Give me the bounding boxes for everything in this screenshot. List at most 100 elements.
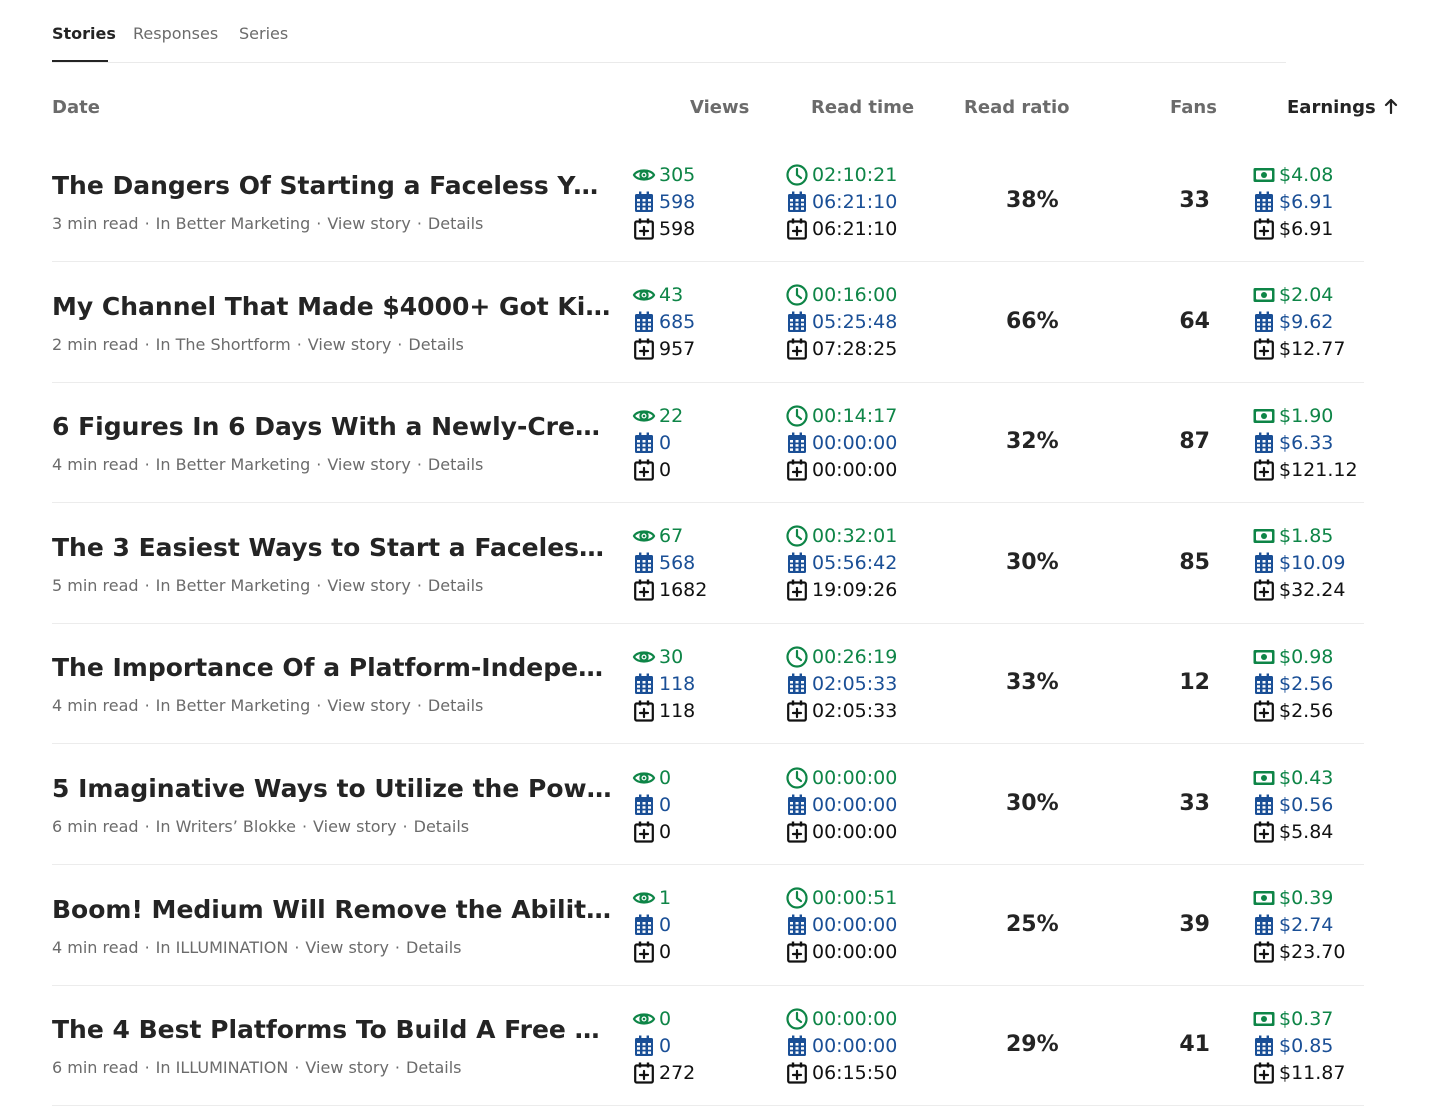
publication-link[interactable]: In Better Marketing <box>155 214 311 233</box>
clock-icon <box>786 887 808 909</box>
column-header-views[interactable]: Views <box>690 97 750 118</box>
tab-responses[interactable]: Responses <box>133 24 219 43</box>
earnings-period-value: $2.56 <box>1279 672 1334 695</box>
fans-value: 85 <box>1179 549 1210 575</box>
table-row: My Channel That Made $4000+ Got Kicked O… <box>52 262 1364 383</box>
story-title[interactable]: Boom! Medium Will Remove the Ability to … <box>52 894 612 924</box>
column-header-read-ratio[interactable]: Read ratio <box>964 97 1070 118</box>
view-story-link[interactable]: View story <box>305 1058 389 1078</box>
view-story-link[interactable]: View story <box>327 455 411 475</box>
publication-link[interactable]: In The Shortform <box>155 334 291 354</box>
details-link[interactable]: Details <box>427 214 484 233</box>
views-cell: 305 598 598 <box>632 161 695 242</box>
column-header-earnings[interactable]: Earnings <box>1287 97 1398 118</box>
read-time-cell: 02:10:21 06:21:10 06:21:10 <box>785 161 897 242</box>
view-story-link[interactable]: View story <box>327 696 411 716</box>
read-time-label: 4 min read <box>52 937 139 957</box>
earnings-total: $6.91 <box>1252 215 1333 242</box>
read-time-today-value: 00:26:19 <box>812 645 898 668</box>
view-story-link[interactable]: View story <box>307 334 392 354</box>
fans-value: 41 <box>1179 1032 1210 1058</box>
publication-link[interactable]: In ILLUMINATION <box>155 1058 289 1078</box>
details-link[interactable]: Details <box>406 937 462 957</box>
earnings-period-value: $6.91 <box>1279 190 1334 213</box>
clock-icon <box>786 766 808 789</box>
publication-link[interactable]: In ILLUMINATION <box>155 937 289 957</box>
tab-series[interactable]: Series <box>239 24 289 43</box>
separator-dot: · <box>144 1058 150 1078</box>
separator-dot: · <box>144 334 150 354</box>
read-ratio-value: 33% <box>1006 670 1059 696</box>
details-link[interactable]: Details <box>427 696 484 716</box>
calendar-grid-icon <box>635 191 653 212</box>
views-today-value: 1 <box>659 887 672 910</box>
earnings-total: $2.56 <box>1252 697 1333 724</box>
story-title[interactable]: The Dangers Of Starting a Faceless YouTu… <box>52 171 612 200</box>
separator-dot: · <box>144 455 150 475</box>
column-header-read-time[interactable]: Read time <box>811 97 915 118</box>
tab-stories[interactable]: Stories <box>52 24 116 43</box>
views-today-value: 22 <box>659 404 684 427</box>
earnings-today-value: $0.98 <box>1279 645 1334 668</box>
earnings-today: $4.08 <box>1252 161 1333 188</box>
story-title[interactable]: My Channel That Made $4000+ Got Kicked O… <box>52 291 612 321</box>
separator-dot: · <box>316 455 322 475</box>
earnings-total-value: $2.56 <box>1279 699 1334 722</box>
publication-link[interactable]: In Writers’ Blokke <box>155 817 296 836</box>
details-link[interactable]: Details <box>427 575 484 595</box>
story-title[interactable]: The Importance Of a Platform-Independent… <box>52 653 612 683</box>
read-time-period-value: 00:00:00 <box>812 793 898 816</box>
read-ratio-value: 30% <box>1006 791 1059 816</box>
views-total: 1682 <box>632 577 707 604</box>
views-period: 0 <box>632 429 683 456</box>
fans-value: 33 <box>1179 791 1210 816</box>
calendar-grid-icon <box>635 311 653 333</box>
earnings-total: $23.70 <box>1252 939 1345 966</box>
publication-link[interactable]: In Better Marketing <box>155 455 311 475</box>
read-time-today: 00:26:19 <box>785 643 897 670</box>
earnings-total: $12.77 <box>1252 336 1345 363</box>
read-time-today: 00:14:17 <box>785 402 897 429</box>
eye-icon <box>632 651 656 663</box>
read-time-cell: 00:00:00 00:00:00 00:00:00 <box>785 764 897 845</box>
read-time-label: 6 min read <box>52 817 139 836</box>
read-time-period: 06:21:10 <box>785 188 897 215</box>
read-time-today-value: 00:16:00 <box>812 284 898 307</box>
story-meta: 4 min read · In Better Marketing · View stor… <box>52 696 483 715</box>
view-story-link[interactable]: View story <box>305 937 389 957</box>
earnings-today: $0.98 <box>1252 643 1333 670</box>
story-meta: 4 min read · In Better Marketing · View stor… <box>52 455 483 474</box>
publication-link[interactable]: In Better Marketing <box>155 575 311 595</box>
details-link[interactable]: Details <box>413 817 470 836</box>
story-title[interactable]: The 3 Easiest Ways to Start a Faceless Y… <box>52 532 612 562</box>
earnings-period: $6.91 <box>1252 188 1333 215</box>
calendar-plus-icon <box>1254 821 1274 843</box>
story-title[interactable]: 5 Imaginative Ways to Utilize the Power … <box>52 774 612 803</box>
calendar-plus-icon <box>1254 1062 1274 1084</box>
details-link[interactable]: Details <box>427 455 484 475</box>
read-time-today-value: 00:00:00 <box>812 766 898 789</box>
calendar-plus-icon <box>634 579 654 601</box>
earnings-period-value: $9.62 <box>1279 311 1334 334</box>
views-period: 598 <box>632 188 695 215</box>
read-time-period-value: 00:00:00 <box>812 431 898 454</box>
column-header-date[interactable]: Date <box>52 97 100 118</box>
earnings-today: $0.37 <box>1252 1005 1345 1032</box>
views-cell: 30 118 118 <box>632 643 695 724</box>
earnings-cell: $1.85 $10.09 $32.24 <box>1252 523 1345 604</box>
column-header-fans[interactable]: Fans <box>1170 97 1217 118</box>
earnings-today-value: $1.85 <box>1279 525 1334 548</box>
calendar-grid-icon <box>1255 1035 1273 1056</box>
story-title[interactable]: 6 Figures In 6 Days With a Newly-Created… <box>52 412 612 442</box>
publication-link[interactable]: In Better Marketing <box>155 696 311 716</box>
views-period: 568 <box>632 550 707 577</box>
story-title[interactable]: The 4 Best Platforms To Build A Free Ema… <box>52 1015 612 1045</box>
view-story-link[interactable]: View story <box>313 817 397 836</box>
read-time-cell: 00:26:19 02:05:33 02:05:33 <box>785 643 897 724</box>
details-link[interactable]: Details <box>406 1058 462 1078</box>
views-today-value: 0 <box>659 1007 672 1030</box>
story-meta: 5 min read · In Better Marketing · View stor… <box>52 576 483 595</box>
view-story-link[interactable]: View story <box>327 575 411 595</box>
details-link[interactable]: Details <box>408 334 464 354</box>
view-story-link[interactable]: View story <box>327 214 411 233</box>
